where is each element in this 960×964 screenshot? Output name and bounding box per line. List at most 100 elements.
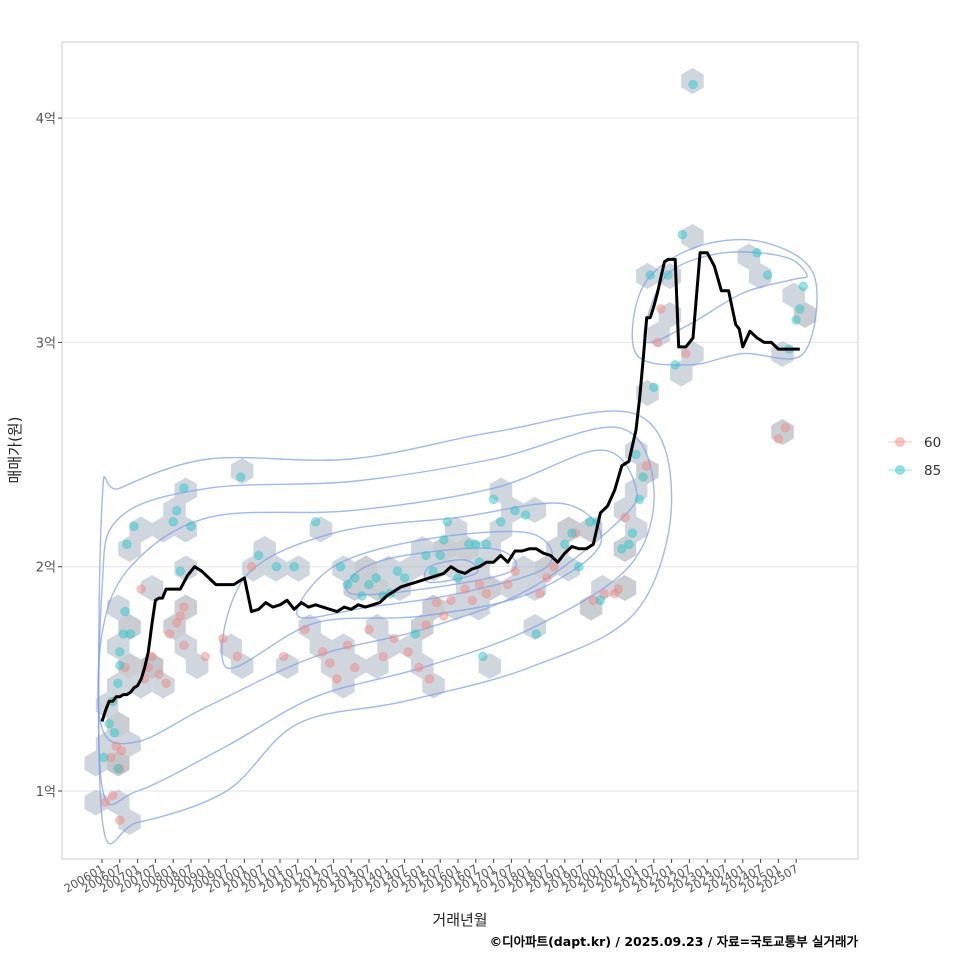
y-axis-ticks: 1억 2억 3억 4억 — [36, 112, 62, 800]
density-contour — [221, 502, 603, 670]
legend-marker-85 — [895, 465, 905, 475]
trend-line-layer — [100, 251, 800, 722]
point-85 — [113, 763, 123, 774]
point-85 — [410, 629, 421, 639]
point-60 — [246, 561, 257, 572]
point-85 — [791, 315, 802, 325]
series-60 — [100, 304, 791, 826]
point-85 — [481, 539, 492, 550]
point-85 — [670, 360, 681, 370]
point-85 — [795, 304, 805, 314]
point-85 — [442, 517, 453, 527]
point-60 — [414, 662, 424, 673]
point-60 — [681, 348, 691, 359]
point-60 — [460, 584, 470, 594]
point-85 — [488, 494, 499, 505]
point-85 — [175, 566, 186, 577]
point-60 — [278, 651, 289, 662]
point-60 — [549, 561, 559, 572]
hex-bin — [152, 516, 175, 543]
hex-bin — [613, 575, 637, 601]
point-60 — [613, 584, 624, 594]
y-tick-label: 3억 — [36, 336, 56, 351]
legend: 60 85 — [888, 435, 941, 479]
point-60 — [218, 633, 228, 644]
point-85 — [172, 505, 182, 516]
point-85 — [168, 517, 178, 527]
point-60 — [172, 618, 182, 628]
point-85 — [453, 573, 463, 583]
point-85 — [125, 629, 136, 639]
point-85 — [631, 449, 641, 460]
point-60 — [161, 678, 171, 689]
density-contour — [97, 410, 673, 845]
point-85 — [495, 517, 506, 527]
point-85 — [399, 573, 410, 583]
point-60 — [424, 674, 435, 684]
point-85 — [120, 606, 130, 617]
hex-bin — [748, 263, 772, 289]
point-85 — [392, 566, 403, 577]
point-85 — [104, 718, 114, 729]
point-85 — [560, 539, 570, 550]
point-85 — [350, 573, 360, 583]
legend-label-60: 60 — [924, 435, 941, 451]
y-tick-label: 4억 — [36, 112, 56, 127]
point-85 — [677, 229, 688, 240]
point-85 — [371, 573, 381, 583]
series-85 — [99, 79, 809, 774]
point-60 — [656, 304, 666, 314]
point-60 — [179, 602, 189, 612]
point-60 — [116, 745, 127, 756]
point-85 — [115, 660, 125, 671]
hex-bin — [287, 555, 310, 582]
point-60 — [136, 584, 146, 594]
point-85 — [439, 535, 449, 545]
hex-bin — [647, 321, 670, 348]
point-85 — [342, 579, 353, 590]
point-85 — [253, 550, 264, 561]
hex-bin — [377, 555, 400, 582]
point-85 — [634, 494, 645, 505]
y-tick-label: 1억 — [36, 785, 56, 800]
point-85 — [510, 505, 520, 516]
point-60 — [232, 651, 243, 662]
hex-bin — [354, 555, 378, 582]
point-60 — [446, 595, 456, 606]
point-85 — [310, 517, 321, 527]
legend-label-85: 85 — [924, 463, 941, 479]
trend-line — [100, 251, 800, 722]
hex-bin — [140, 575, 164, 601]
point-60 — [510, 566, 520, 577]
point-85 — [574, 561, 584, 572]
point-60 — [342, 640, 353, 651]
point-60 — [599, 588, 609, 599]
point-85 — [798, 281, 809, 292]
point-85 — [617, 544, 627, 554]
point-60 — [115, 815, 125, 826]
hex-bin — [613, 497, 637, 523]
panel-border — [61, 41, 859, 860]
point-85 — [471, 539, 481, 550]
point-85 — [357, 591, 367, 601]
point-85 — [289, 561, 300, 572]
point-60 — [378, 651, 389, 662]
point-60 — [403, 647, 414, 657]
point-60 — [389, 633, 399, 644]
point-60 — [100, 797, 111, 808]
hex-bin — [230, 458, 254, 484]
density-contour — [97, 449, 638, 745]
y-axis-title: 매매가(원) — [6, 417, 24, 484]
hex-bin — [782, 282, 805, 309]
point-60 — [179, 640, 189, 651]
point-60 — [350, 662, 360, 673]
hex-bin — [557, 555, 580, 582]
scatter-points — [99, 79, 809, 826]
point-60 — [300, 624, 310, 635]
point-85 — [435, 550, 446, 561]
hex-bin — [681, 224, 704, 250]
y-tick-label: 2억 — [36, 561, 56, 576]
point-85 — [271, 561, 282, 572]
x-axis-title: 거래년월 — [432, 911, 487, 929]
